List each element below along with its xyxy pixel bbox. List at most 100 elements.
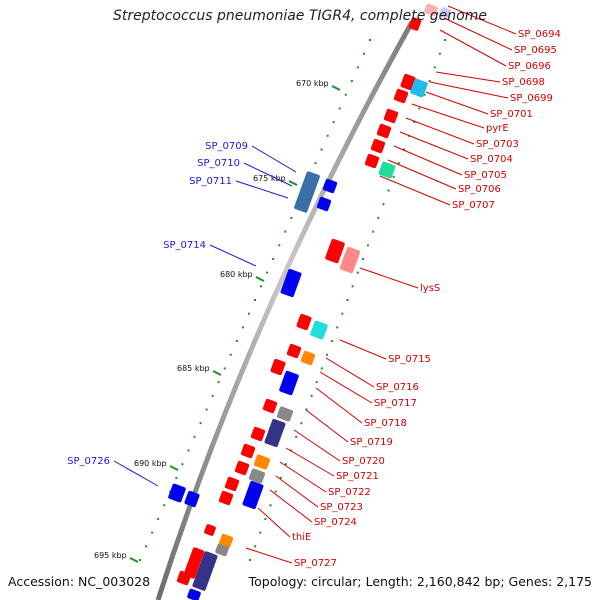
track-dot: [362, 52, 365, 55]
leader-line: [293, 429, 341, 462]
track-dot: [356, 271, 359, 274]
gene-feature: [393, 88, 409, 104]
track-dot: [175, 476, 178, 479]
leader-line: [319, 371, 373, 404]
gene-label-reverse: pyrE: [486, 123, 509, 134]
gene-label-reverse: SP_0699: [510, 93, 553, 104]
leader-line: [435, 71, 501, 83]
leader-line: [269, 489, 313, 523]
gene-feature: [184, 490, 200, 508]
gene-feature: [264, 418, 286, 448]
track-dot: [444, 39, 446, 41]
track-dot: [187, 449, 190, 452]
track-dot: [423, 93, 426, 96]
gene-labels: SP_0709 SP_0710 SP_0711 SP_0714 SP_0726 SP_06…: [67, 29, 561, 569]
track-dot: [320, 367, 323, 370]
track-dot: [181, 463, 184, 466]
kbp-tick-label: 675 kbp: [253, 174, 286, 183]
topology-text: Topology: circular; Length: 2,160,842 bp…: [248, 574, 592, 589]
gene-feature: [192, 551, 218, 591]
gene-feature: [378, 161, 396, 179]
gene-feature: [204, 524, 216, 536]
gene-feature: [240, 443, 256, 459]
kbp-tick-label: 670 kbp: [296, 79, 329, 88]
gene-label-reverse: SP_0719: [350, 437, 393, 448]
kbp-tick-label: 695 kbp: [94, 551, 127, 560]
gene-feature: [176, 570, 192, 586]
leader-line: [405, 117, 475, 145]
track-dot: [350, 80, 353, 83]
gene-feature: [322, 178, 338, 194]
gene-label-reverse: SP_0721: [336, 471, 379, 482]
track-dot: [139, 559, 141, 561]
gene-feature: [316, 196, 332, 212]
gene-feature: [376, 123, 392, 139]
track-dot: [346, 299, 349, 301]
gene-feature: [279, 370, 299, 396]
track-dot: [274, 490, 277, 493]
gene-feature: [215, 543, 229, 557]
gene-feature: [218, 490, 234, 506]
leader-line: [359, 267, 419, 289]
kbp-tick-label: 690 kbp: [134, 459, 167, 468]
gene-label-forward: SP_0714: [163, 240, 206, 251]
track-dot: [331, 340, 334, 343]
track-dot: [361, 257, 364, 260]
track-dot: [332, 121, 335, 124]
track-dot: [272, 257, 275, 260]
track-dot: [326, 134, 329, 137]
kbp-tick-label: 680 kbp: [220, 270, 253, 279]
track-dot: [241, 326, 244, 329]
gene-feature: [364, 153, 380, 169]
gene-label-reverse: SP_0703: [476, 139, 519, 150]
leader-line: [429, 81, 509, 99]
track-dot: [367, 244, 370, 247]
track-dot: [229, 353, 232, 356]
track-dot: [295, 435, 298, 438]
gene-label-reverse: SP_0695: [514, 45, 557, 56]
leader-line: [243, 162, 293, 187]
gene-label-forward: SP_0726: [67, 456, 110, 467]
track-dot: [269, 504, 272, 507]
track-dot: [254, 545, 257, 548]
track-dot: [279, 476, 282, 479]
gene-feature: [242, 480, 264, 510]
track-dot: [290, 216, 293, 219]
track-dot: [338, 107, 341, 110]
gene-label-reverse: SP_0720: [342, 456, 385, 467]
kbp-tick-label: 685 kbp: [177, 364, 210, 373]
gene-feature: [250, 426, 266, 442]
gene-feature: [218, 533, 234, 549]
track-dot: [254, 299, 256, 301]
leader-line: [447, 5, 517, 35]
track-dot: [344, 93, 347, 96]
kbp-tick-mark: [331, 85, 341, 91]
gene-label-reverse: thiE: [292, 532, 311, 543]
track-dot: [341, 312, 344, 315]
track-dot: [418, 107, 421, 110]
gene-label-forward: SP_0710: [197, 158, 240, 169]
leader-line: [305, 409, 349, 443]
gene-label-reverse: SP_0701: [490, 109, 533, 120]
leader-line: [425, 91, 489, 115]
track-dot: [382, 203, 385, 206]
track-dot: [314, 162, 317, 165]
gene-feature: [408, 17, 422, 31]
track-dot: [305, 408, 308, 411]
gene-feature: [248, 468, 266, 484]
gene-feature: [370, 138, 386, 154]
gene-feature: [253, 454, 271, 470]
leader-line: [279, 461, 327, 493]
gene-feature: [424, 3, 438, 17]
track-dot: [278, 244, 281, 247]
gene-label-reverse: SP_0722: [328, 487, 371, 498]
kbp-tick-mark: [129, 557, 139, 563]
leader-line: [411, 103, 485, 129]
leader-line: [393, 145, 463, 176]
kbp-tick-mark: [212, 370, 222, 376]
genome-backbone: [155, 20, 415, 600]
leader-line: [251, 145, 297, 173]
gene-feature: [439, 7, 451, 19]
track-dot: [284, 230, 287, 233]
track-dot: [428, 80, 431, 83]
